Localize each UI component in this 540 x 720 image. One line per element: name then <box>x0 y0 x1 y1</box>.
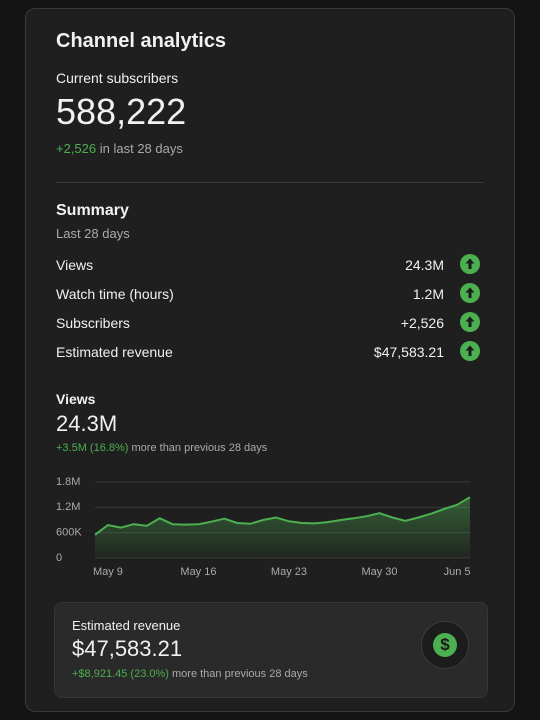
y-tick-label: 600K <box>56 527 82 539</box>
revenue-amount: $47,583.21 <box>72 636 183 661</box>
change-value: +2,526 <box>56 141 97 156</box>
analytics-card <box>25 8 515 712</box>
x-tick-label: May 23 <box>271 566 307 578</box>
row-label: Subscribers <box>56 315 130 331</box>
x-tick-label: May 9 <box>93 566 123 578</box>
summary-period: Last 28 days <box>56 226 130 241</box>
summary-row: Watch time (hours) 1.2M <box>56 283 484 303</box>
up-arrow <box>460 283 480 303</box>
change-note: in last 28 days <box>99 141 183 156</box>
row-value: $47,583.21 <box>373 344 444 360</box>
row-value: +2,526 <box>400 315 444 331</box>
divider <box>56 182 484 183</box>
up-arrow <box>460 341 480 361</box>
summary-row: Estimated revenue $47,583.21 <box>56 341 484 361</box>
change-value: +$8,921.45 (23.0%) <box>72 668 169 680</box>
row-label: Views <box>56 257 94 273</box>
card-title: Channel analytics <box>56 30 227 52</box>
line <box>94 496 471 536</box>
summary-row: Views 24.3M <box>56 254 484 274</box>
x-tick-label: Jun 5 <box>444 566 471 578</box>
views-title: Views <box>56 391 96 407</box>
summary-title: Summary <box>56 202 129 219</box>
row-value: 1.2M <box>412 286 444 302</box>
dollar-icon: $ <box>421 621 469 669</box>
row-label: Watch time (hours) <box>56 286 174 302</box>
up-arrow <box>460 312 480 332</box>
subscriber-change: +2,526 in last 28 days <box>56 142 183 155</box>
y-tick-label: 1.8M <box>56 476 80 488</box>
x-tick-label: May 30 <box>361 566 397 578</box>
views-chart: 0 600K 1.2M 1.8M May 9 May 16 May 23 May 30 Jun … <box>56 476 471 578</box>
y-tick-label: 1.2M <box>56 501 80 513</box>
revenue-label: Estimated revenue <box>72 618 181 633</box>
subscriber-count: 588,222 <box>56 91 187 132</box>
x-tick-label: May 16 <box>180 566 216 578</box>
change-value: +3.5M (16.8%) <box>56 442 129 454</box>
revenue-card: $ <box>54 602 488 698</box>
area-fill <box>95 497 470 558</box>
row-value: 24.3M <box>405 257 444 273</box>
change-note: more than previous 28 days <box>131 442 268 454</box>
y-tick-label: 0 <box>56 552 62 564</box>
subscribers-label: Current subscribers <box>56 70 179 86</box>
summary-row: Subscribers +2,526 <box>56 312 484 332</box>
views-total: 24.3M <box>56 411 118 436</box>
row-label: Estimated revenue <box>56 344 173 360</box>
views-change: +3.5M (16.8%) more than previous 28 days <box>56 443 267 454</box>
revenue-change: +$8,921.45 (23.0%) more than previous 28… <box>72 669 308 680</box>
up-arrow <box>460 254 480 274</box>
change-note: more than previous 28 days <box>172 668 308 680</box>
